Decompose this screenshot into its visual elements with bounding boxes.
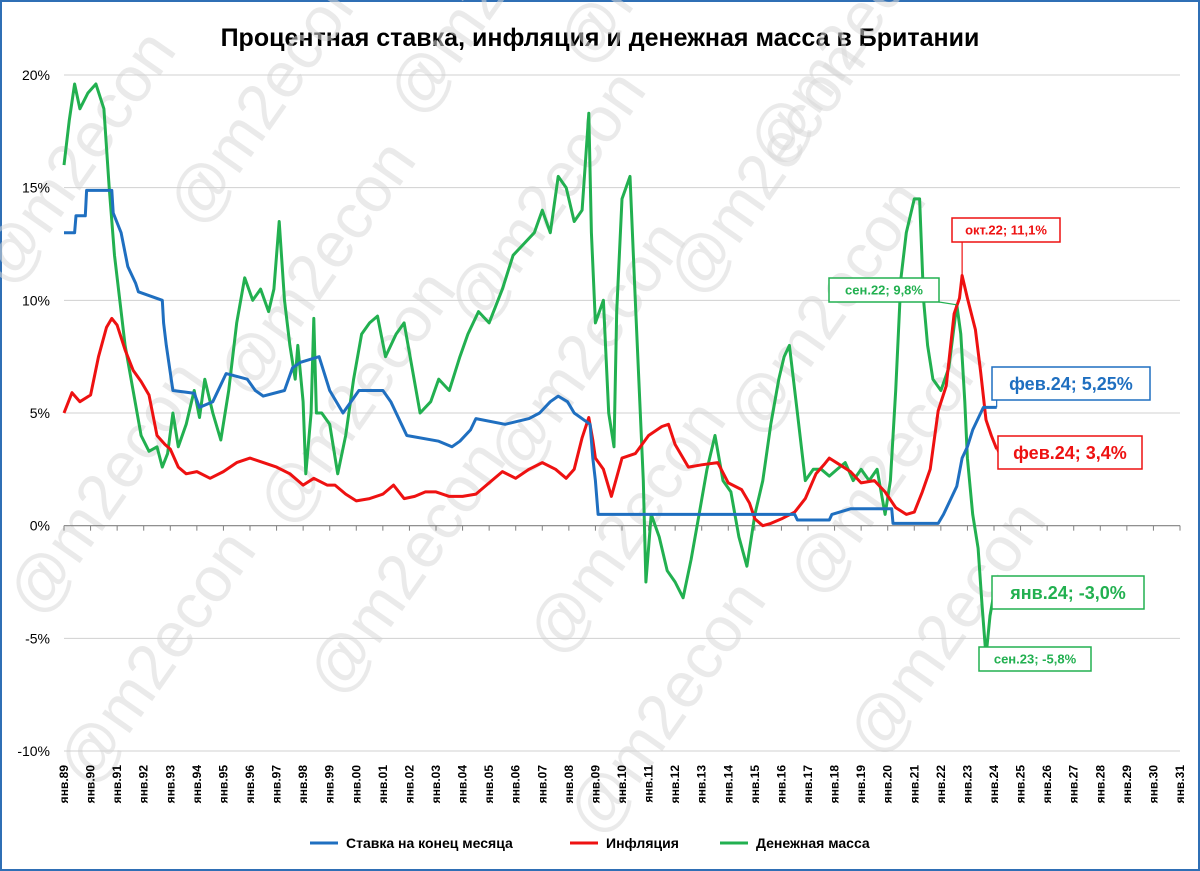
y-tick-label: -5% (25, 630, 50, 646)
x-tick-label: янв.02 (402, 765, 416, 804)
x-tick-label: янв.27 (1067, 765, 1081, 804)
x-tick-label: янв.12 (668, 765, 682, 804)
x-tick-label: янв.29 (1120, 765, 1134, 804)
series-lines (62, 82, 999, 658)
chart-title: Процентная ставка, инфляция и денежная м… (220, 24, 980, 52)
x-tick-label: янв.21 (907, 765, 921, 804)
x-tick-label: янв.94 (190, 765, 204, 804)
x-tick-label: янв.11 (642, 765, 656, 803)
y-tick-label: 20% (22, 67, 50, 83)
x-tick-label: янв.07 (535, 765, 549, 804)
x-tick-label: янв.20 (881, 765, 895, 804)
annotation-box (951, 217, 1061, 243)
x-tick-label: янв.90 (84, 765, 98, 804)
x-tick-label: янв.96 (243, 765, 257, 804)
x-tick-label: янв.03 (429, 765, 443, 804)
x-tick-label: янв.28 (1093, 765, 1107, 804)
annotation-box (978, 646, 1092, 672)
annotation-box (997, 435, 1143, 470)
y-tick-label: 10% (22, 292, 50, 308)
x-tick-label: янв.98 (296, 765, 310, 804)
x-tick-label: янв.14 (721, 765, 735, 804)
x-tick-label: янв.18 (828, 765, 842, 804)
legend: Ставка на конец месяца Инфляция Денежная м… (310, 835, 870, 851)
x-tick-label: янв.13 (695, 765, 709, 804)
watermarks: @m2econ@m2econ @m2econ@m2econ @m2econ@m2ec… (0, 0, 1059, 848)
x-tick-label: янв.16 (774, 765, 788, 804)
y-tick-label: 5% (30, 405, 50, 421)
x-tick-label: янв.30 (1146, 765, 1160, 804)
x-tick-label: янв.89 (57, 765, 71, 804)
x-tick-label: янв.00 (349, 765, 363, 804)
x-tick-label: янв.99 (323, 765, 337, 804)
x-tick-label: янв.26 (1040, 765, 1054, 804)
annotation-label: янв.24; -3,0% (1009, 583, 1125, 603)
legend-label-1: Инфляция (606, 835, 679, 851)
y-tick-label: 0% (30, 518, 50, 534)
x-tick-label: янв.08 (562, 765, 576, 804)
watermark-text: @m2econ (542, 0, 769, 78)
annotation-label: фев.24; 3,4% (1013, 443, 1127, 463)
x-tick-label: янв.24 (987, 765, 1001, 804)
series-line-2 (62, 82, 996, 658)
series-line-1 (62, 274, 999, 528)
x-tick-label: янв.09 (588, 765, 602, 804)
x-tick-label: янв.91 (110, 765, 124, 804)
x-tick-label: янв.04 (456, 765, 470, 804)
x-tick-label: янв.05 (482, 765, 496, 804)
x-tick-label: янв.25 (1014, 765, 1028, 804)
legend-label-0: Ставка на конец месяца (346, 835, 513, 851)
x-tick-label: янв.93 (163, 765, 177, 804)
x-tick-label: янв.92 (137, 765, 151, 804)
y-tick-label: 15% (22, 180, 50, 196)
annotation-leader (938, 301, 957, 306)
x-tick-label: янв.31 (1173, 765, 1187, 804)
x-tick-label: янв.15 (748, 765, 762, 804)
x-tick-label: янв.22 (934, 765, 948, 804)
annotation-label: сен.23; -5,8% (994, 652, 1077, 667)
x-tick-label: янв.97 (270, 765, 284, 804)
x-tick-label: янв.06 (509, 765, 523, 804)
watermark-text: @m2econ (0, 17, 189, 298)
annotation-box (828, 277, 940, 303)
annotation-label: фев.24; 5,25% (1009, 374, 1133, 394)
x-tick-label: янв.10 (615, 765, 629, 804)
x-tick-label: янв.01 (376, 765, 390, 804)
x-tick-label: янв.95 (216, 765, 230, 804)
annotations: окт.22; 11,1% сен.22; 9,8% фев.24; 5,25% фе… (828, 217, 1151, 672)
annotation-box (991, 366, 1151, 401)
series-line-0 (64, 188, 997, 525)
x-axis-ticks: янв.89 янв.90 янв.91 янв.92 янв.93 янв.94 янв.… (57, 525, 1187, 804)
annotation-box (991, 575, 1145, 610)
annotation-label: сен.22; 9,8% (845, 283, 923, 298)
annotation-label: окт.22; 11,1% (965, 223, 1047, 238)
legend-label-2: Денежная масса (756, 835, 870, 851)
x-tick-label: янв.19 (854, 765, 868, 804)
y-axis-ticks: 20% 15% 10% 5% 0% -5% -10% (17, 67, 50, 759)
x-tick-label: янв.17 (801, 765, 815, 804)
x-tick-label: янв.23 (960, 765, 974, 804)
y-tick-label: -10% (17, 743, 50, 759)
